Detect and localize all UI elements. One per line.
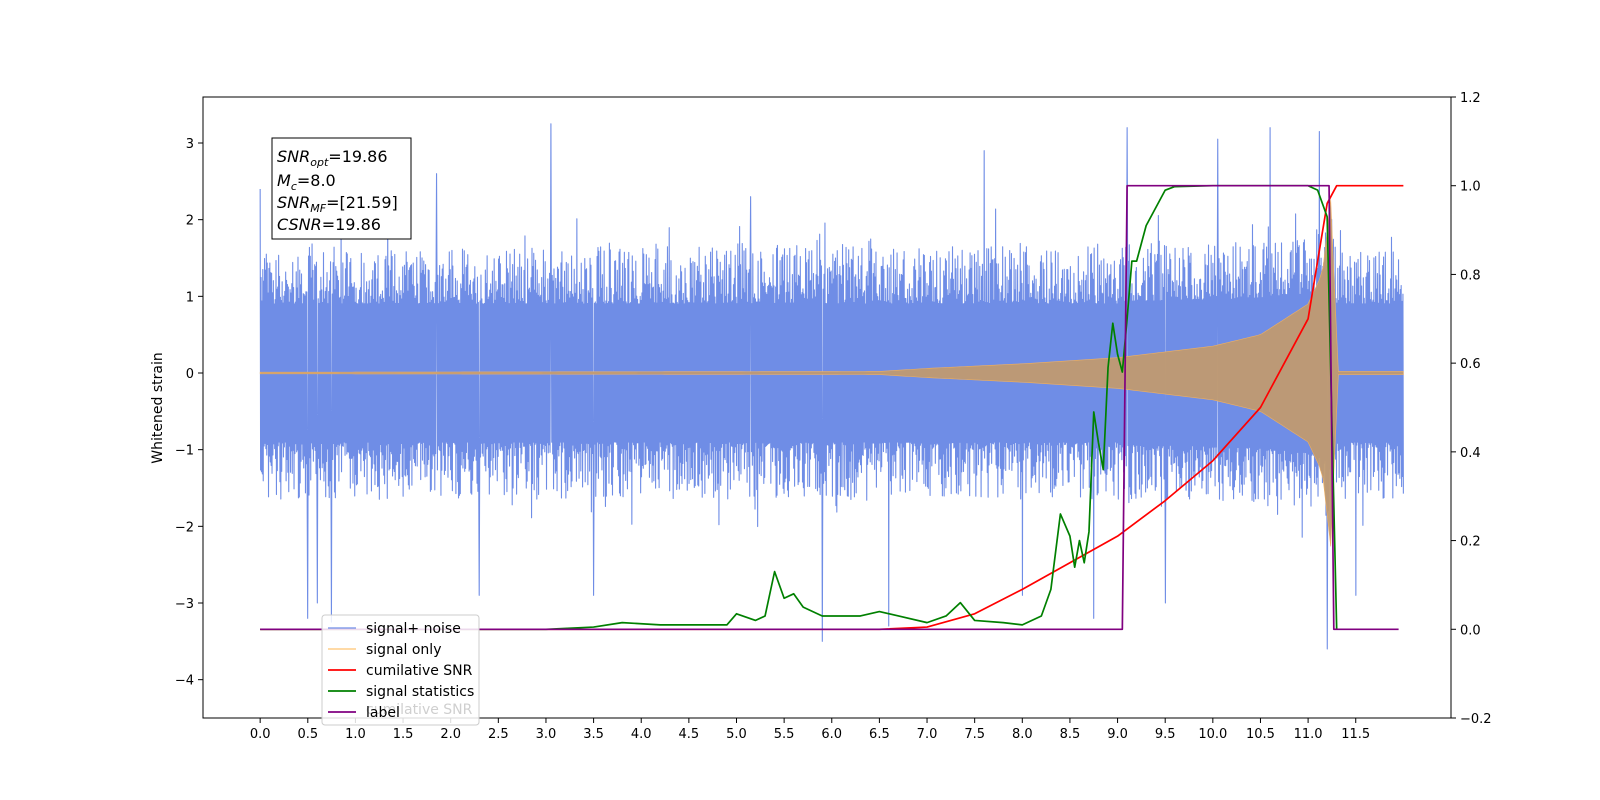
- y-left-tick-label: −3: [175, 597, 194, 612]
- y-left-tick-label: −4: [175, 674, 194, 689]
- y-right-tick-label: 0.0: [1460, 623, 1481, 638]
- y-right-tick-label: 0.2: [1460, 535, 1481, 550]
- x-tick-label: 11.0: [1294, 727, 1323, 742]
- info-box: SNRopt=19.86 Mc=8.0 SNRMF=[21.59] CSNR=1…: [271, 137, 412, 240]
- legend-shadow-text: cumilative SNR: [366, 702, 473, 718]
- x-tick-label: 8.0: [1012, 727, 1033, 742]
- legend-label: cumilative SNR: [366, 663, 473, 679]
- y-right-tick-label: 0.8: [1460, 268, 1481, 283]
- x-tick-label: 9.0: [1107, 727, 1128, 742]
- x-tick-label: 5.5: [774, 727, 795, 742]
- x-tick-label: 0.5: [297, 727, 318, 742]
- x-tick-label: 6.5: [869, 727, 890, 742]
- series-signal-statistics: [260, 184, 1338, 631]
- y-right-tick-label: 0.6: [1460, 357, 1481, 372]
- y-axis-title: Whitened strain: [150, 352, 166, 463]
- y-right-tick-label: 1.0: [1460, 180, 1481, 195]
- y-left-tick-label: 3: [186, 137, 194, 152]
- y-left-tick-label: 1: [186, 290, 194, 305]
- x-tick-label: 8.5: [1060, 727, 1081, 742]
- x-tick-label: 7.0: [917, 727, 938, 742]
- series-label: [260, 184, 1399, 631]
- x-tick-label: 2.0: [440, 727, 461, 742]
- y-left-tick-label: −2: [175, 520, 194, 535]
- y-left-tick-label: 0: [186, 367, 194, 382]
- x-tick-label: 10.0: [1198, 727, 1227, 742]
- y-left-tick-label: −1: [175, 444, 194, 459]
- x-tick-label: 4.0: [631, 727, 652, 742]
- csnr-text: CSNR=19.86: [277, 215, 381, 234]
- y-left-tick-label: 2: [186, 214, 194, 229]
- legend-label: label: [366, 705, 400, 721]
- x-tick-label: 11.5: [1341, 727, 1370, 742]
- series-signal-noise: [259, 123, 1404, 650]
- plot-frame: [202, 96, 1452, 719]
- x-tick-label: 9.5: [1155, 727, 1176, 742]
- legend-label: signal+ noise: [366, 621, 461, 637]
- y-axis-left: 3 2 1 0 −1 −2 −3 −4: [175, 137, 203, 689]
- legend: cumilative SNR signal+ noise signal only c…: [321, 614, 480, 726]
- x-tick-label: 4.5: [679, 727, 700, 742]
- x-axis: 0.0 0.5 1.0 1.5 2.0 2.5 3.0 3.5 4.0 4.5 5.0 5.5 6.0 6…: [250, 718, 1370, 742]
- x-tick-label: 1.0: [345, 727, 366, 742]
- mc-text: Mc=8.0: [277, 171, 336, 193]
- y-right-tick-label: 1.2: [1460, 91, 1481, 106]
- x-tick-label: 6.0: [821, 727, 842, 742]
- snr-opt-text: SNRopt=19.86: [277, 147, 388, 169]
- x-tick-label: 2.5: [488, 727, 509, 742]
- x-tick-label: 0.0: [250, 727, 271, 742]
- x-tick-label: 10.5: [1246, 727, 1275, 742]
- x-tick-label: 7.5: [964, 727, 985, 742]
- x-tick-label: 3.5: [583, 727, 604, 742]
- legend-label: signal only: [366, 642, 441, 658]
- snr-mf-text: SNRMF=[21.59]: [277, 193, 398, 215]
- series-signal-only: [259, 199, 1404, 547]
- x-tick-label: 1.5: [393, 727, 414, 742]
- legend-frame: [321, 614, 480, 726]
- series-layer: [259, 123, 1404, 650]
- legend-label: signal statistics: [366, 684, 474, 700]
- x-tick-label: 3.0: [536, 727, 557, 742]
- series-cumulative-snr: [260, 184, 1404, 631]
- y-right-tick-label: 0.4: [1460, 446, 1481, 461]
- y-axis-right: 1.2 1.0 0.8 0.6 0.4 0.2 0.0 −0.2: [1451, 91, 1492, 727]
- y-right-tick-label: −0.2: [1460, 712, 1492, 727]
- x-tick-label: 5.0: [726, 727, 747, 742]
